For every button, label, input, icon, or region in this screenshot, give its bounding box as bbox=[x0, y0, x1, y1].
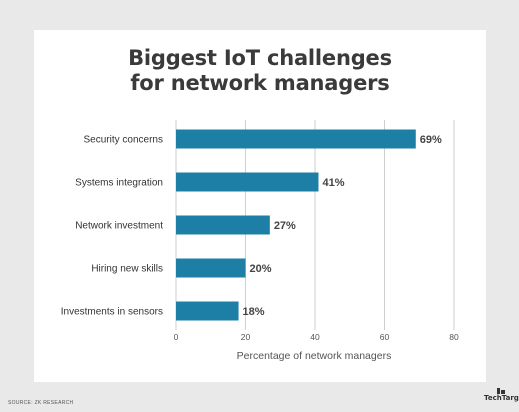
grid-lines bbox=[175, 120, 455, 330]
bar bbox=[176, 215, 270, 235]
chart-title: Biggest IoT challenges for network manag… bbox=[34, 46, 486, 96]
chart-title-line-2: for network managers bbox=[130, 71, 390, 95]
category-label: Network investment bbox=[75, 221, 163, 232]
value-label: 69% bbox=[420, 134, 442, 146]
x-axis-label: Percentage of network managers bbox=[237, 350, 392, 362]
bar bbox=[176, 129, 416, 149]
x-tick-label: 20 bbox=[241, 332, 251, 342]
value-label: 41% bbox=[322, 177, 344, 189]
value-label: 18% bbox=[243, 306, 265, 318]
category-label: Investments in sensors bbox=[61, 307, 163, 318]
x-tick-label: 80 bbox=[449, 332, 459, 342]
chart-card bbox=[34, 30, 486, 382]
category-label: Systems integration bbox=[75, 178, 163, 189]
x-tick-label: 0 bbox=[174, 332, 179, 342]
techtarget-logo-icon bbox=[497, 388, 505, 394]
x-tick-label: 60 bbox=[380, 332, 390, 342]
bar bbox=[176, 258, 246, 278]
category-label: Security concerns bbox=[84, 135, 163, 146]
category-labels: Security concerns Systems integration Netw… bbox=[61, 135, 163, 318]
bar bbox=[176, 172, 319, 192]
bar bbox=[176, 301, 239, 321]
value-label: 27% bbox=[274, 220, 296, 232]
bars bbox=[176, 129, 416, 321]
brand-logo: TechTarget bbox=[484, 394, 519, 402]
x-tick-label: 40 bbox=[310, 332, 320, 342]
chart-title-line-1: Biggest IoT challenges bbox=[128, 46, 392, 70]
value-label: 20% bbox=[250, 263, 272, 275]
x-tick-labels: 0 20 40 60 80 bbox=[174, 332, 459, 342]
value-labels: 69% 41% 27% 20% 18% bbox=[243, 134, 442, 318]
category-label: Hiring new skills bbox=[91, 264, 163, 275]
source-note: SOURCE: ZK RESEARCH bbox=[8, 400, 74, 406]
